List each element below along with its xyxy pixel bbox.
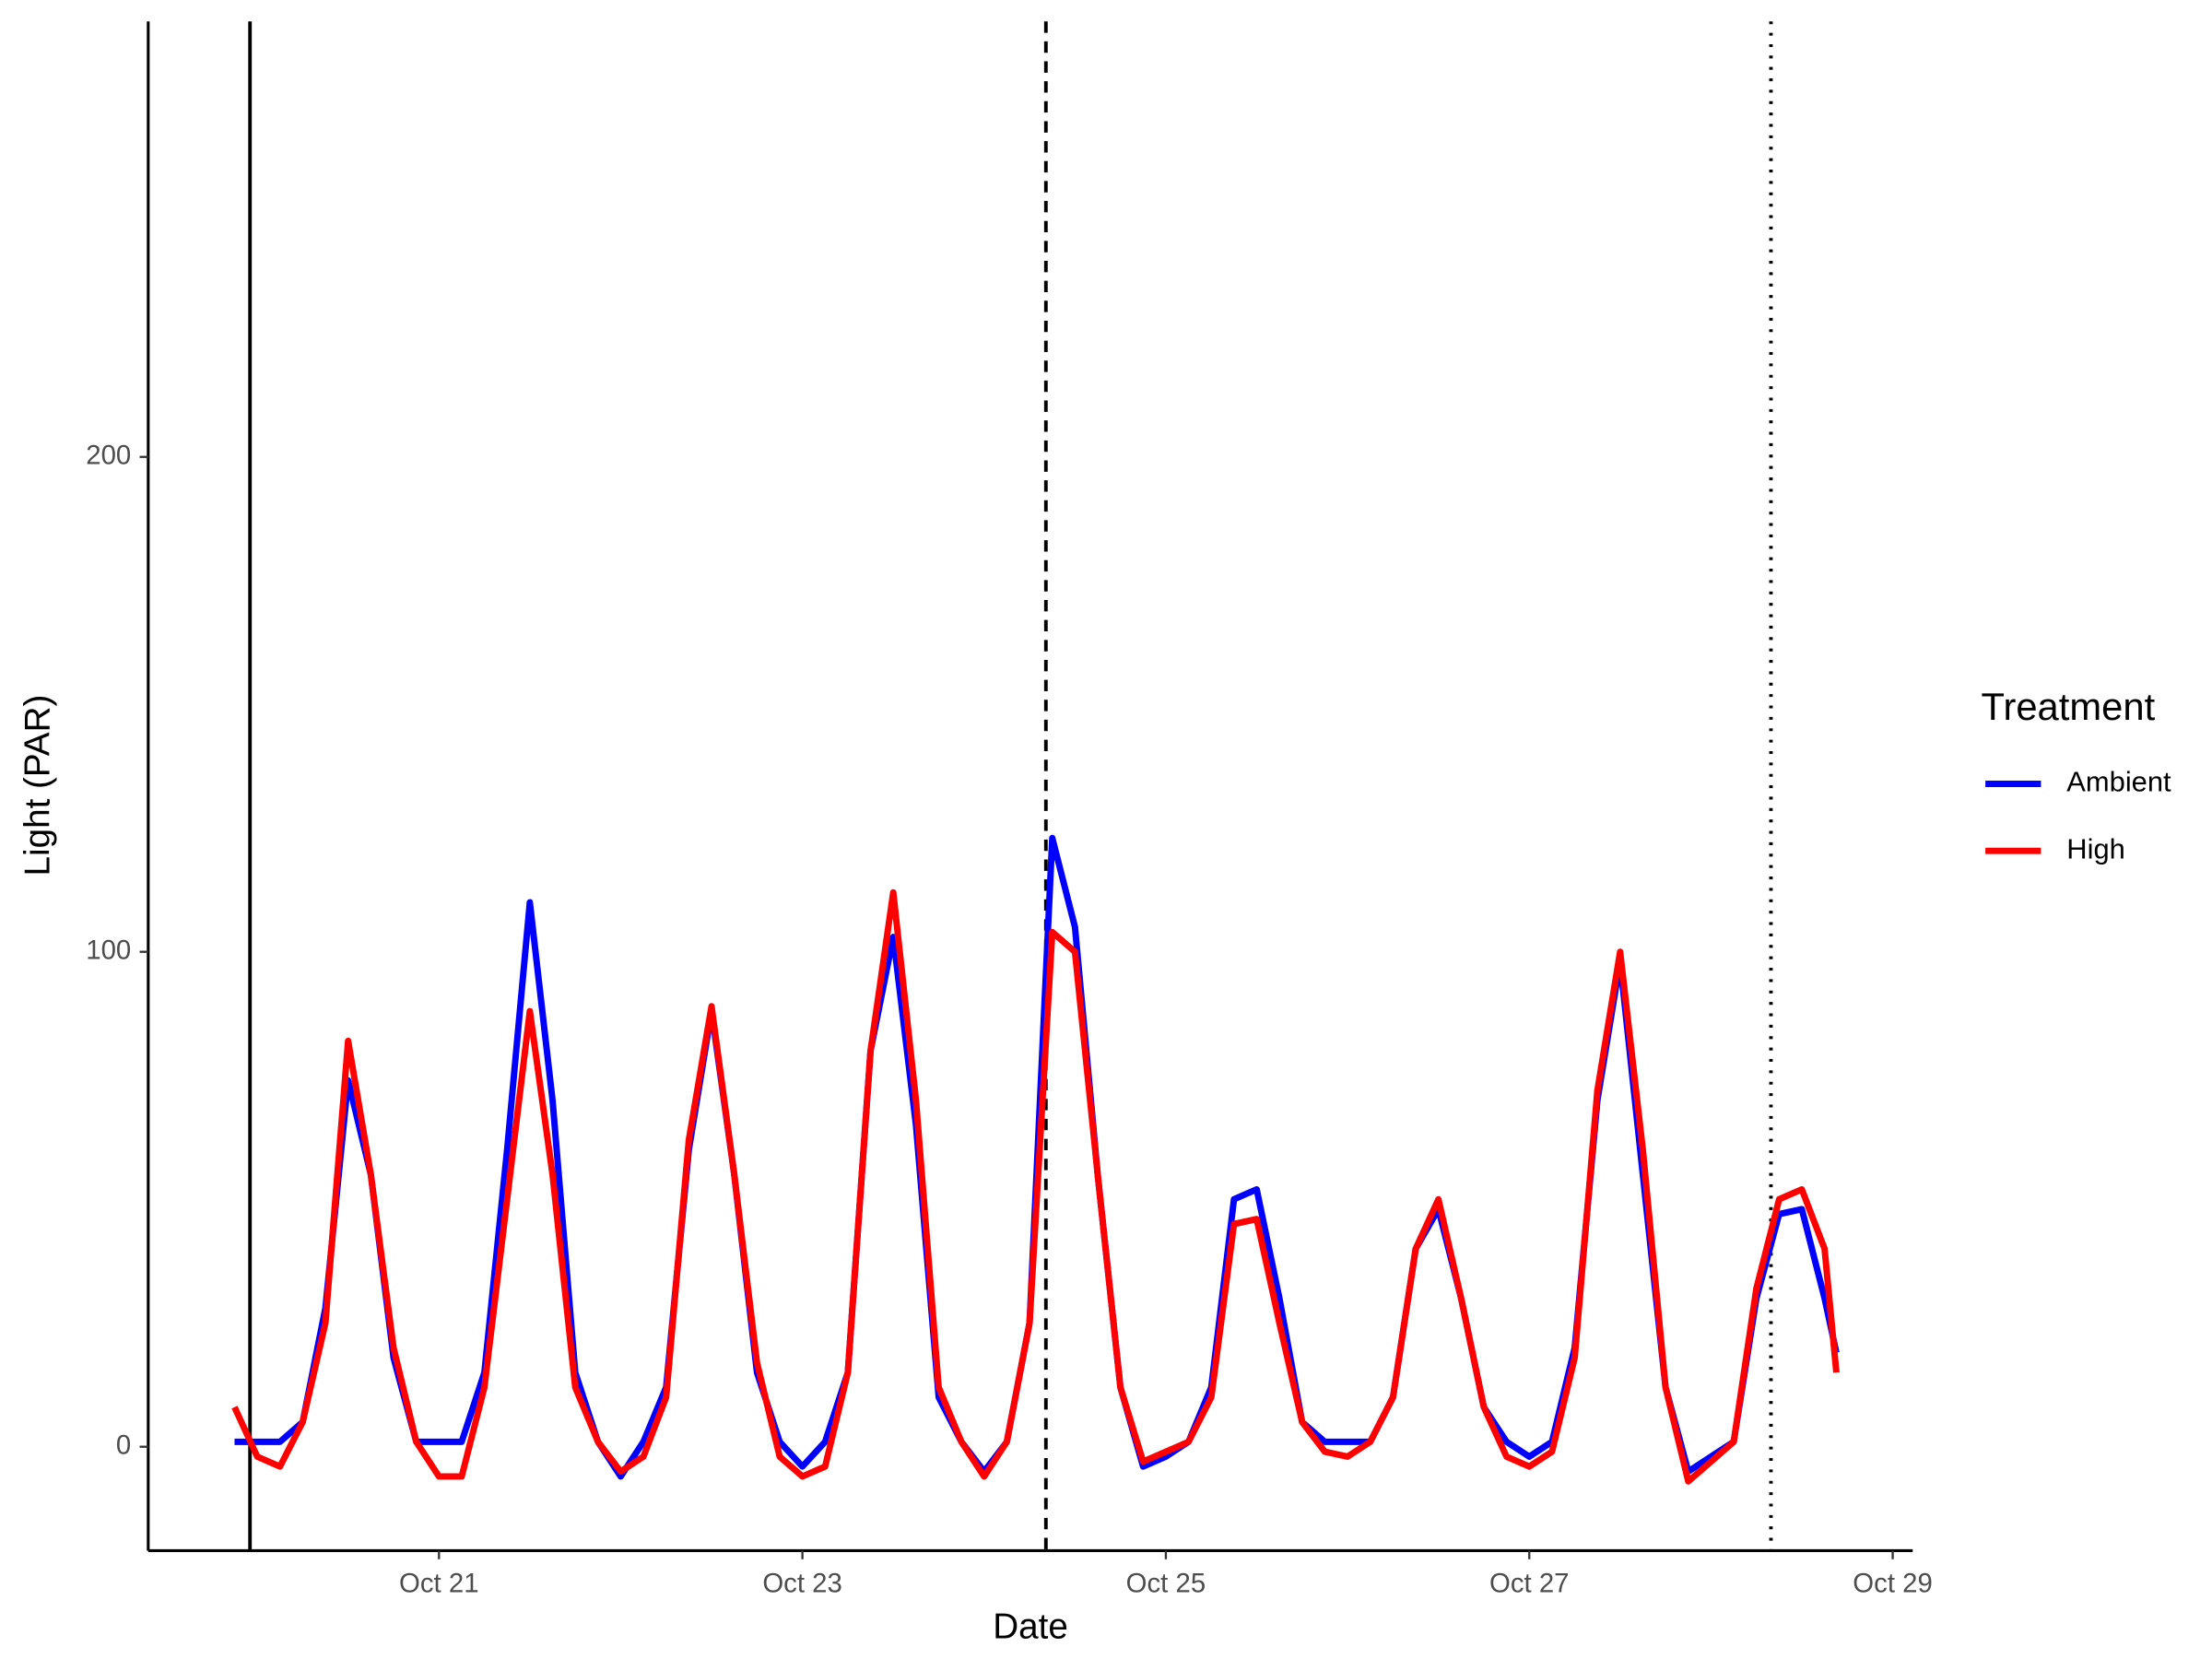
y-tick-label: 200 [86,441,131,471]
legend-label: Ambient [2066,766,2171,798]
series-line [234,834,1840,1480]
legend-title: Treatment [1981,685,2155,728]
series-line [231,888,1840,1485]
x-tick-label: Oct 23 [762,1568,842,1598]
x-tick-label: Oct 21 [399,1568,479,1598]
x-tick-label: Oct 27 [1489,1568,1570,1598]
x-tick-label: Oct 29 [1853,1568,1933,1598]
y-tick-label: 0 [116,1430,131,1460]
legend-label: High [2066,832,2125,865]
y-axis-title: Light (PAR) [18,695,58,877]
y-tick-label: 100 [86,935,131,965]
x-tick-label: Oct 25 [1126,1568,1206,1598]
x-axis-title: Date [993,1607,1068,1647]
